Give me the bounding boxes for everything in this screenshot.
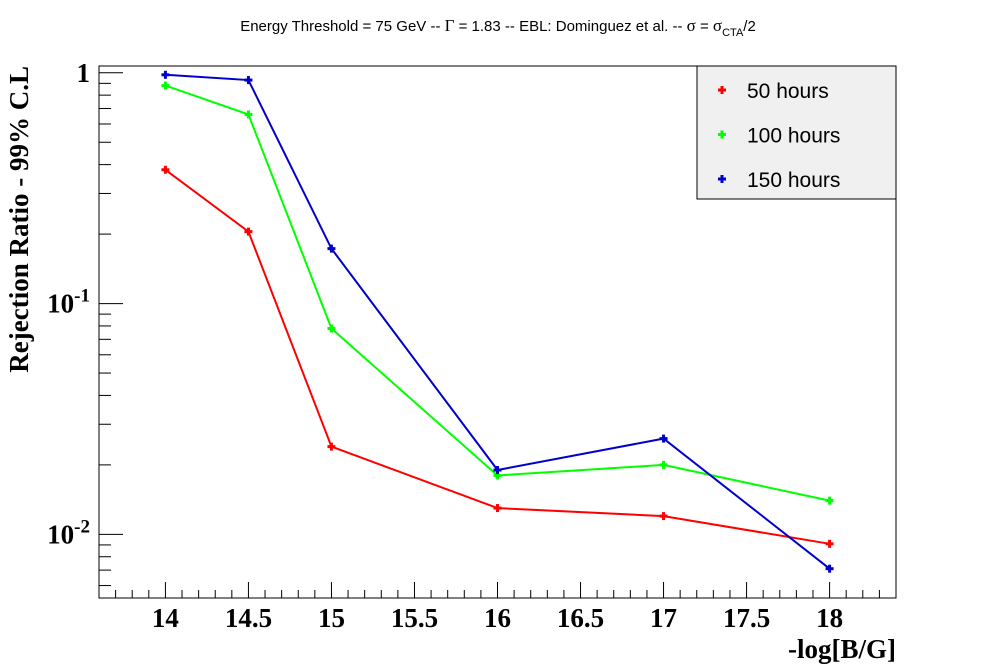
y-axis-tick-labels: 1 10-1 10-2	[47, 58, 90, 550]
x-axis-tick-labels: 14 14.5 15 15.5 16 16.5 17 17.5 18	[152, 603, 843, 633]
x-tick-label: 16	[484, 603, 511, 633]
legend-label: 50 hours	[747, 80, 829, 103]
x-tick-label: 18	[816, 603, 843, 633]
data-point	[493, 466, 502, 475]
y-tick-label: 10-2	[47, 516, 90, 549]
data-point	[659, 512, 668, 521]
legend-entry: 50 hours	[718, 80, 829, 103]
title-sigma-sub: CTA	[722, 27, 744, 39]
x-axis-label: -log[B/G]	[788, 634, 896, 664]
data-point	[327, 442, 336, 451]
data-point	[244, 76, 253, 85]
x-tick-label: 14.5	[225, 603, 272, 633]
series-1	[161, 165, 834, 548]
x-tick-label: 16.5	[557, 603, 604, 633]
legend-entries: 50 hours 100 hours 150 hours	[718, 80, 840, 192]
x-axis-ticks	[98, 582, 897, 598]
y-axis-ticks	[99, 72, 123, 587]
y-tick-label: 1	[77, 58, 91, 88]
x-tick-label: 17	[650, 603, 677, 633]
x-tick-label: 14	[152, 603, 179, 633]
title-main: Energy Threshold = 75 GeV --	[240, 18, 444, 35]
legend-label: 100 hours	[747, 125, 840, 148]
data-point	[825, 496, 834, 505]
data-point	[244, 227, 253, 236]
series-line	[164, 168, 830, 545]
title-gamma-symbol: Γ	[445, 16, 455, 35]
title-sigma-eq: =	[696, 18, 713, 35]
title-gamma-eq: = 1.83 -- EBL: Dominguez et al. --	[454, 18, 686, 35]
legend-entry: 150 hours	[718, 169, 840, 192]
legend-label: 150 hours	[747, 169, 840, 192]
title-sigma-symbol: σ	[687, 16, 696, 35]
data-point	[659, 460, 668, 469]
y-tick-label: 10-1	[47, 286, 90, 319]
title-sigma-div: /2	[743, 18, 756, 35]
series-layer	[161, 70, 834, 573]
series-line	[165, 73, 831, 570]
x-tick-label: 15.5	[391, 603, 438, 633]
data-point	[161, 165, 170, 174]
x-tick-label: 17.5	[723, 603, 770, 633]
data-point	[161, 70, 170, 79]
title-sigma-symbol-2: σ	[713, 16, 722, 35]
series-line	[165, 84, 830, 502]
data-point	[493, 504, 502, 513]
data-point	[327, 244, 336, 253]
x-tick-label: 15	[318, 603, 345, 633]
legend: 50 hours 100 hours 150 hours	[696, 65, 897, 200]
data-point	[327, 324, 336, 333]
data-point	[161, 81, 170, 90]
data-point	[825, 564, 834, 573]
series-3	[161, 70, 834, 573]
data-point	[825, 539, 834, 548]
y-axis-label: Rejection Ratio - 99% C.L	[4, 66, 34, 373]
legend-entry: 100 hours	[718, 125, 840, 148]
data-point	[659, 434, 668, 443]
data-point	[244, 110, 253, 119]
chart-title: Energy Threshold = 75 GeV -- Γ = 1.83 --…	[240, 16, 756, 39]
legend-box	[696, 65, 897, 200]
series-2	[161, 81, 834, 505]
